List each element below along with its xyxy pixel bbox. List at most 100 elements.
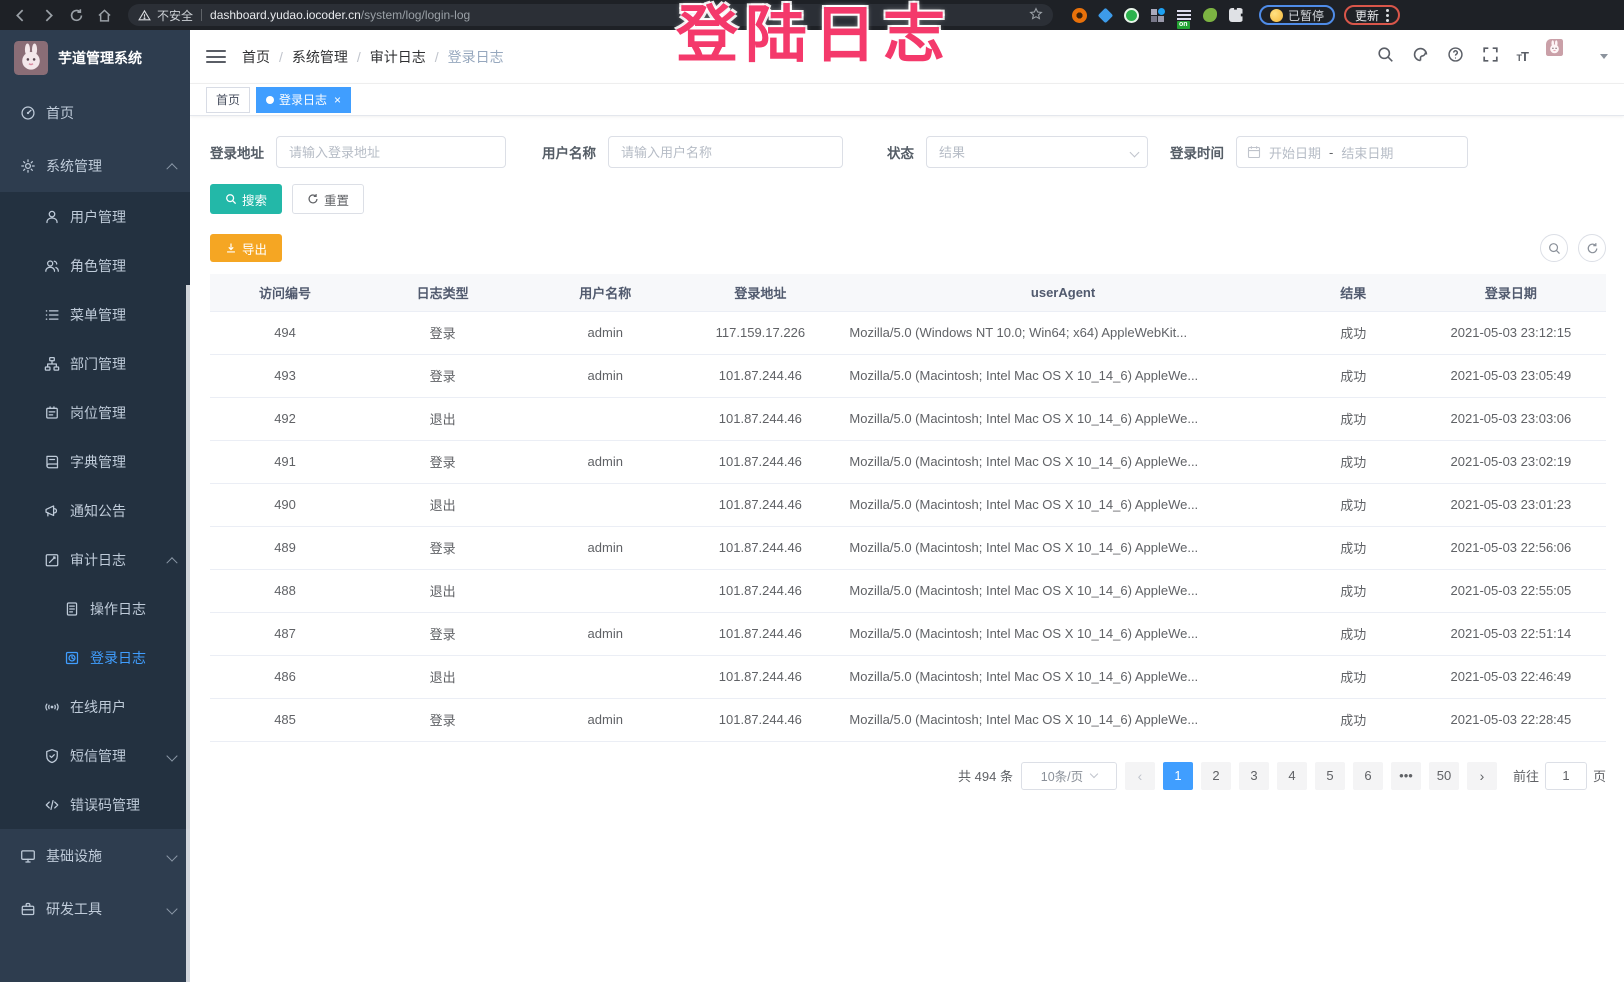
login-address-label: 登录地址 bbox=[210, 146, 264, 161]
end-date-placeholder[interactable]: 结束日期 bbox=[1341, 145, 1394, 161]
cell-log-type: 登录 bbox=[360, 612, 526, 656]
search-button[interactable]: 搜索 bbox=[210, 184, 283, 214]
profile-avatar-icon bbox=[1270, 8, 1283, 22]
cell-log-type: 退出 bbox=[360, 483, 526, 527]
sidebar-item-label: 基础设施 bbox=[46, 847, 102, 864]
cell-log-type: 退出 bbox=[360, 397, 526, 441]
browser-menu-icon[interactable] bbox=[1386, 8, 1390, 22]
cell-login-ip: 101.87.244.46 bbox=[685, 698, 836, 742]
address-text[interactable]: dashboard.yudao.iocoder.cn/system/log/lo… bbox=[210, 8, 471, 22]
username-input[interactable] bbox=[608, 136, 843, 168]
font-size-icon[interactable]: TT bbox=[1516, 49, 1529, 64]
cell-access-id: 491 bbox=[210, 440, 361, 484]
browser-reload-button[interactable] bbox=[64, 3, 88, 27]
more-pages-button[interactable]: ••• bbox=[1390, 761, 1421, 790]
goto-page-input[interactable] bbox=[1544, 761, 1587, 790]
search-icon[interactable] bbox=[1377, 46, 1394, 68]
browser-back-button[interactable] bbox=[8, 3, 32, 27]
browser-forward-button[interactable] bbox=[36, 3, 60, 27]
browser-home-button[interactable] bbox=[92, 3, 116, 27]
security-label[interactable]: 不安全 bbox=[157, 8, 194, 23]
tag-login-log[interactable]: 登录日志 × bbox=[256, 86, 352, 113]
breadcrumb-item[interactable]: 首页 bbox=[242, 48, 270, 65]
sidebar-item-online-users[interactable]: 在线用户 bbox=[0, 682, 190, 731]
page-button-50[interactable]: 50 bbox=[1428, 761, 1459, 790]
sidebar-item-home[interactable]: 首页 bbox=[0, 86, 190, 139]
close-icon[interactable]: × bbox=[334, 92, 342, 107]
sidebar-item-notice-mgmt[interactable]: 通知公告 bbox=[0, 486, 190, 535]
export-button[interactable]: 导出 bbox=[210, 234, 283, 262]
book-icon bbox=[44, 454, 60, 470]
cell-access-id: 492 bbox=[210, 397, 361, 441]
status-select[interactable] bbox=[926, 136, 1148, 168]
url-bar[interactable]: 不安全 dashboard.yudao.iocoder.cn/system/lo… bbox=[128, 4, 1053, 26]
user-avatar[interactable] bbox=[1546, 38, 1582, 75]
date-range-picker[interactable]: 开始日期 - 结束日期 bbox=[1236, 136, 1468, 168]
sidebar-item-audit-log[interactable]: 审计日志 bbox=[0, 535, 190, 584]
login-address-input[interactable] bbox=[276, 136, 506, 168]
cell-access-id: 485 bbox=[210, 698, 361, 742]
refresh-table-button[interactable] bbox=[1578, 234, 1606, 262]
calendar-icon bbox=[1247, 146, 1261, 159]
page-button-6[interactable]: 6 bbox=[1352, 761, 1383, 790]
sidebar-item-sms-mgmt[interactable]: 短信管理 bbox=[0, 731, 190, 780]
username-label: 用户名称 bbox=[542, 146, 596, 161]
github-icon[interactable] bbox=[1412, 46, 1429, 68]
sidebar-item-menu-mgmt[interactable]: 菜单管理 bbox=[0, 290, 190, 339]
sidebar-item-login-log[interactable]: 登录日志 bbox=[0, 633, 190, 682]
dashboard-icon bbox=[20, 105, 36, 121]
sidebar-item-post-mgmt[interactable]: 岗位管理 bbox=[0, 388, 190, 437]
sidebar-item-user-mgmt[interactable]: 用户管理 bbox=[0, 192, 190, 241]
toggle-search-button[interactable] bbox=[1540, 234, 1568, 262]
app-logo-row[interactable]: 芋道管理系统 bbox=[0, 30, 190, 86]
help-icon[interactable] bbox=[1447, 46, 1464, 68]
extension-list-icon[interactable]: on bbox=[1175, 7, 1192, 29]
page-button-3[interactable]: 3 bbox=[1238, 761, 1269, 790]
page-button-5[interactable]: 5 bbox=[1314, 761, 1345, 790]
breadcrumb: 首页 / 系统管理 / 审计日志 / 登录日志 bbox=[242, 47, 504, 67]
extension-orange-icon[interactable] bbox=[1071, 7, 1088, 24]
page-button-4[interactable]: 4 bbox=[1276, 761, 1307, 790]
page-button-2[interactable]: 2 bbox=[1200, 761, 1231, 790]
extension-leaf-icon[interactable] bbox=[1201, 7, 1218, 24]
page-content: 登录地址 用户名称 状态 登录时间 开始日期 - 结束日期 bbox=[190, 116, 1624, 810]
profile-paused-badge[interactable]: 已暂停 bbox=[1259, 5, 1336, 25]
sidebar-item-error-code-mgmt[interactable]: 错误码管理 bbox=[0, 780, 190, 829]
table-row: 493 登录 admin 101.87.244.46 Mozilla/5.0 (Maci… bbox=[210, 354, 1606, 398]
cell-log-type: 登录 bbox=[360, 526, 526, 570]
sidebar-item-operation-log[interactable]: 操作日志 bbox=[0, 584, 190, 633]
extensions-puzzle-icon[interactable] bbox=[1227, 7, 1244, 24]
next-page-button[interactable]: › bbox=[1466, 761, 1497, 790]
tag-home[interactable]: 首页 bbox=[206, 86, 251, 113]
page-size-select[interactable]: 10条/页 bbox=[1020, 761, 1117, 790]
sidebar-item-dept-mgmt[interactable]: 部门管理 bbox=[0, 339, 190, 388]
tag-label: 登录日志 bbox=[279, 93, 328, 107]
cell-access-id: 490 bbox=[210, 483, 361, 527]
sidebar-item-system-mgmt[interactable]: 系统管理 bbox=[0, 139, 190, 192]
megaphone-icon bbox=[44, 503, 60, 519]
extension-diamond-icon[interactable] bbox=[1097, 7, 1114, 24]
breadcrumb-item[interactable]: 系统管理 bbox=[291, 48, 348, 65]
sidebar-item-role-mgmt[interactable]: 角色管理 bbox=[0, 241, 190, 290]
sidebar-item-dev-tools[interactable]: 研发工具 bbox=[0, 882, 190, 935]
breadcrumb-item[interactable]: 审计日志 bbox=[369, 48, 426, 65]
edit-icon bbox=[44, 552, 60, 568]
sidebar-item-label: 菜单管理 bbox=[70, 306, 126, 323]
bookmark-star-icon[interactable] bbox=[1029, 6, 1043, 24]
reset-button[interactable]: 重置 bbox=[292, 184, 365, 214]
column-header-login-ip: 登录地址 bbox=[685, 274, 836, 312]
cell-login-date: 2021-05-03 23:03:06 bbox=[1415, 397, 1606, 441]
prev-page-button[interactable]: ‹ bbox=[1124, 761, 1155, 790]
sidebar-item-dict-mgmt[interactable]: 字典管理 bbox=[0, 437, 190, 486]
page-button-1[interactable]: 1 bbox=[1162, 761, 1193, 790]
hamburger-icon[interactable] bbox=[206, 50, 226, 63]
extension-green-circle-icon[interactable] bbox=[1123, 7, 1140, 24]
sidebar-item-infrastructure[interactable]: 基础设施 bbox=[0, 829, 190, 882]
fullscreen-icon[interactable] bbox=[1482, 46, 1499, 68]
browser-update-badge[interactable]: 更新 bbox=[1344, 5, 1401, 25]
start-date-placeholder[interactable]: 开始日期 bbox=[1269, 145, 1322, 161]
column-header-log-type: 日志类型 bbox=[360, 274, 526, 312]
chevron-down-icon bbox=[1089, 769, 1099, 779]
chevron-down-icon[interactable] bbox=[1600, 54, 1608, 59]
extension-grid-icon[interactable] bbox=[1149, 7, 1166, 24]
